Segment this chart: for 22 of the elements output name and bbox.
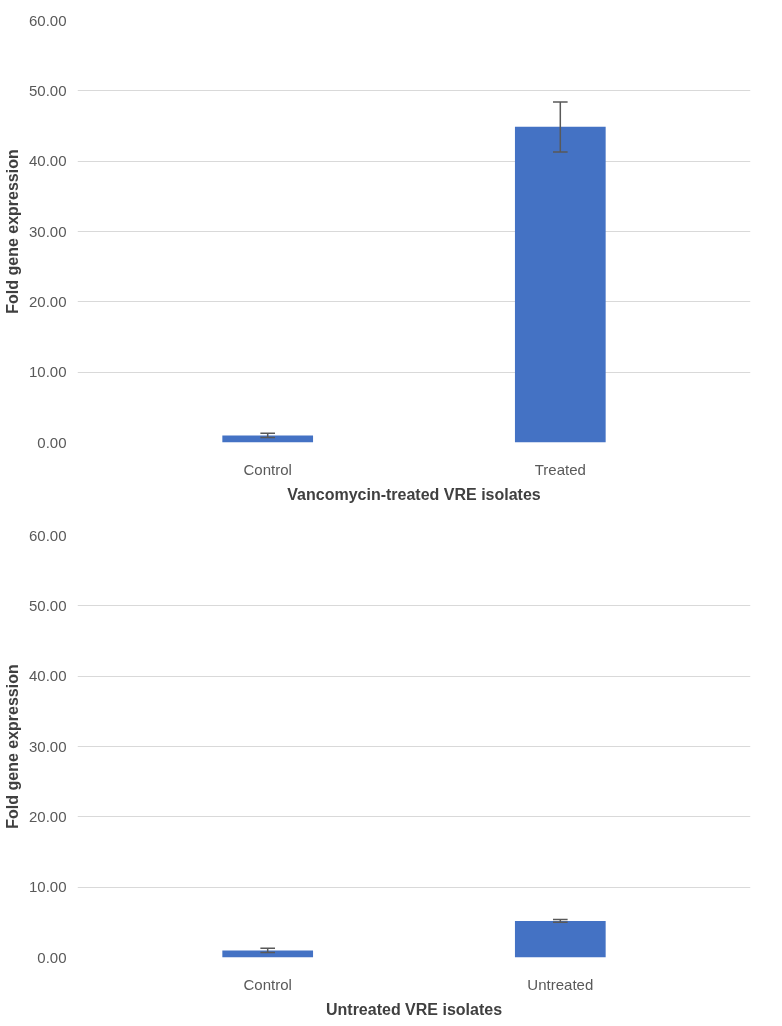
y-axis-title: Fold gene expression xyxy=(3,664,21,829)
y-tick-label: 0.00 xyxy=(37,433,67,451)
y-tick-label: 30.00 xyxy=(28,222,67,240)
x-tick-label: Treated xyxy=(534,460,586,478)
y-tick-label: 20.00 xyxy=(28,807,67,825)
y-tick-label: 60.00 xyxy=(28,526,67,544)
y-tick-label: 40.00 xyxy=(28,667,67,685)
x-tick-label: Untreated xyxy=(527,975,594,993)
y-tick-label: 50.00 xyxy=(28,81,67,99)
y-tick-label: 10.00 xyxy=(28,878,67,896)
y-tick-label: 30.00 xyxy=(28,737,67,755)
x-axis-title: Vancomycin-treated VRE isolates xyxy=(287,485,541,503)
y-tick-label: 40.00 xyxy=(28,152,67,170)
x-axis-title: Untreated VRE isolates xyxy=(325,1000,503,1018)
x-tick-label: Control xyxy=(243,460,292,478)
y-tick-label: 50.00 xyxy=(28,596,67,614)
y-tick-label: 0.00 xyxy=(37,948,67,966)
x-tick-label: Control xyxy=(243,975,292,993)
y-tick-label: 10.00 xyxy=(28,363,67,381)
y-tick-label: 20.00 xyxy=(28,292,67,310)
y-axis-title: Fold gene expression xyxy=(3,149,21,314)
y-tick-label: 60.00 xyxy=(28,11,67,29)
